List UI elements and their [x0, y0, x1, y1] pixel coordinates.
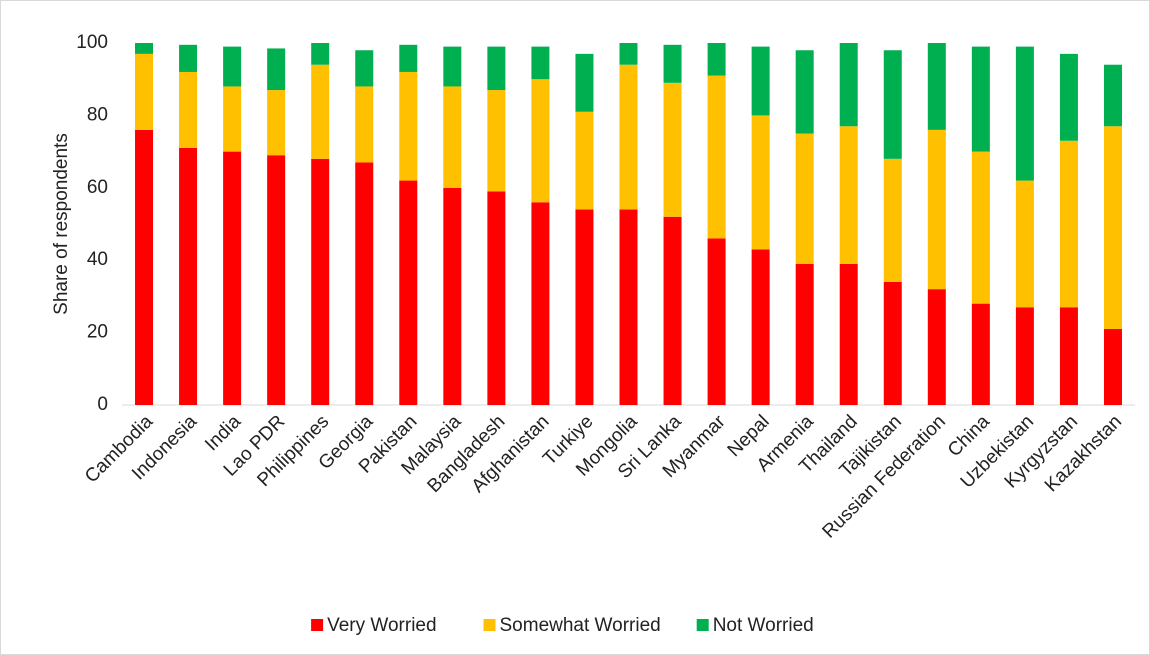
bar-segment — [267, 155, 286, 405]
bar-segment — [575, 209, 594, 405]
bar-segment — [707, 75, 726, 239]
bar-segment — [531, 79, 550, 203]
bar-segment — [795, 263, 814, 405]
y-axis-title: Share of respondents — [51, 133, 72, 315]
bar-segment — [751, 46, 770, 116]
bar-segment — [311, 64, 330, 159]
bar-segment — [223, 46, 242, 87]
y-tick-label: 40 — [87, 249, 108, 270]
bar-segment — [1015, 180, 1034, 308]
bar-segment — [1059, 53, 1078, 141]
bar-segment — [971, 303, 990, 405]
bar-segment — [135, 43, 154, 54]
bar-segment — [399, 180, 418, 405]
bar-segment — [487, 46, 506, 91]
bar-segment — [355, 86, 374, 163]
y-tick-label: 80 — [87, 104, 108, 125]
bar-segment — [971, 151, 990, 304]
bar-segment — [971, 46, 990, 152]
bar-segment — [487, 90, 506, 192]
bar-segment — [663, 82, 682, 217]
bar-segment — [531, 46, 550, 80]
bar-segment — [179, 71, 198, 148]
bar-segment — [927, 43, 946, 130]
bar-segment — [575, 111, 594, 210]
bar-segment — [883, 158, 902, 282]
bar-segment — [223, 86, 242, 152]
legend-swatch — [311, 619, 324, 631]
bar-segment — [1059, 307, 1078, 405]
bar-segment — [1103, 126, 1122, 329]
bar-segment — [531, 202, 550, 405]
bar-segment — [179, 147, 198, 406]
bar-segment — [619, 209, 638, 405]
bar-segment — [135, 53, 154, 130]
bar-segment — [399, 71, 418, 181]
bar-segment — [487, 191, 506, 405]
bar-segment — [663, 44, 682, 83]
bar-segment — [575, 53, 594, 112]
bar-segment — [443, 187, 462, 405]
legend-swatch — [696, 619, 709, 631]
bar-segment — [355, 162, 374, 405]
legend-label: Somewhat Worried — [500, 615, 661, 636]
bar-segment — [927, 129, 946, 290]
legend-swatch — [483, 619, 496, 631]
bar-segment — [883, 281, 902, 405]
bar-segment — [751, 115, 770, 250]
bar-segment — [355, 50, 374, 87]
legend-label: Very Worried — [327, 615, 436, 636]
bar-segment — [883, 50, 902, 159]
legend-label: Not Worried — [713, 615, 814, 636]
y-tick-label: 0 — [97, 394, 108, 415]
bar-segment — [179, 44, 198, 72]
bar-segment — [707, 43, 726, 76]
bar-segment — [795, 133, 814, 264]
bar-segment — [1015, 307, 1034, 405]
bar-segment — [1015, 46, 1034, 181]
bar-segment — [751, 249, 770, 405]
bar-segment — [927, 289, 946, 405]
bar-segment — [267, 90, 286, 156]
bar-segment — [839, 43, 858, 127]
bar-segment — [1103, 64, 1122, 127]
bar-segment — [311, 158, 330, 405]
bar-segment — [619, 64, 638, 210]
bar-segment — [795, 50, 814, 134]
y-tick-label: 100 — [76, 32, 108, 53]
y-tick-label: 60 — [87, 177, 108, 198]
bar-segment — [1103, 328, 1122, 405]
bar-segment — [223, 151, 242, 405]
bar-segment — [663, 216, 682, 405]
bar-segment — [619, 43, 638, 65]
bar-segment — [399, 44, 418, 72]
bar-segment — [311, 43, 330, 65]
bar-segment — [839, 126, 858, 264]
bar-segment — [707, 238, 726, 405]
bar-segment — [135, 129, 154, 405]
bar-segment — [1059, 140, 1078, 308]
bar-segment — [839, 263, 858, 405]
bar-segment — [443, 86, 462, 188]
y-tick-label: 20 — [87, 322, 108, 343]
bar-segment — [267, 48, 286, 91]
bar-segment — [443, 46, 462, 87]
